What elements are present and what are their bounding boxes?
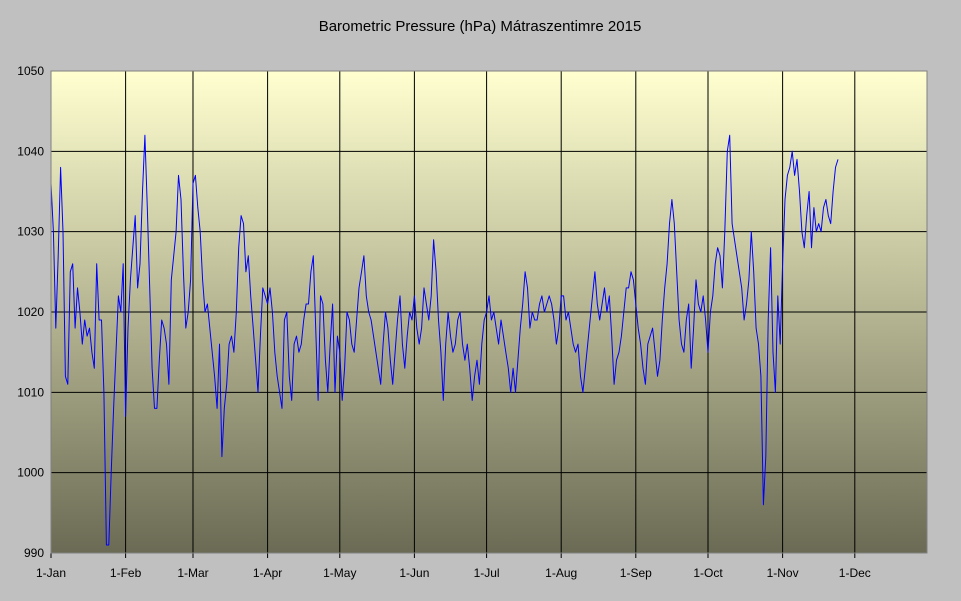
chart-title: Barometric Pressure (hPa) Mátraszentimre…	[319, 18, 642, 35]
x-tick-label: 1-Feb	[110, 566, 142, 580]
x-tick-label: 1-May	[323, 566, 356, 580]
x-tick-label: 1-Apr	[253, 566, 282, 580]
x-tick-label: 1-Aug	[545, 566, 577, 580]
pressure-series-line	[50, 134, 839, 546]
y-tick-label: 990	[24, 546, 44, 560]
x-tick-label: 1-Mar	[177, 566, 208, 580]
x-tick-label: 1-Jan	[36, 566, 66, 580]
y-axis-ticks: 990 1000 1010 1020 1030 1040 1050	[17, 64, 44, 560]
x-tick-label: 1-Oct	[693, 566, 723, 580]
y-tick-label: 1020	[17, 305, 44, 319]
x-tick-label: 1-Jul	[474, 566, 500, 580]
x-tick-label: 1-Sep	[620, 566, 652, 580]
x-tick-label: 1-Nov	[767, 566, 799, 580]
y-tick-label: 1030	[17, 225, 44, 239]
x-tick-label: 1-Dec	[839, 566, 871, 580]
x-tick-label: 1-Jun	[399, 566, 429, 580]
x-axis-ticks: 1-Jan 1-Feb 1-Mar 1-Apr 1-May 1-Jun 1-Jul 1-Aug…	[36, 553, 871, 580]
gridlines	[51, 70, 927, 554]
y-tick-label: 1040	[17, 144, 44, 158]
y-tick-label: 1010	[17, 385, 44, 399]
plot-frame	[50, 70, 928, 554]
y-tick-label: 1000	[17, 466, 44, 480]
y-tick-label: 1050	[17, 64, 44, 78]
series-layer	[50, 134, 839, 546]
